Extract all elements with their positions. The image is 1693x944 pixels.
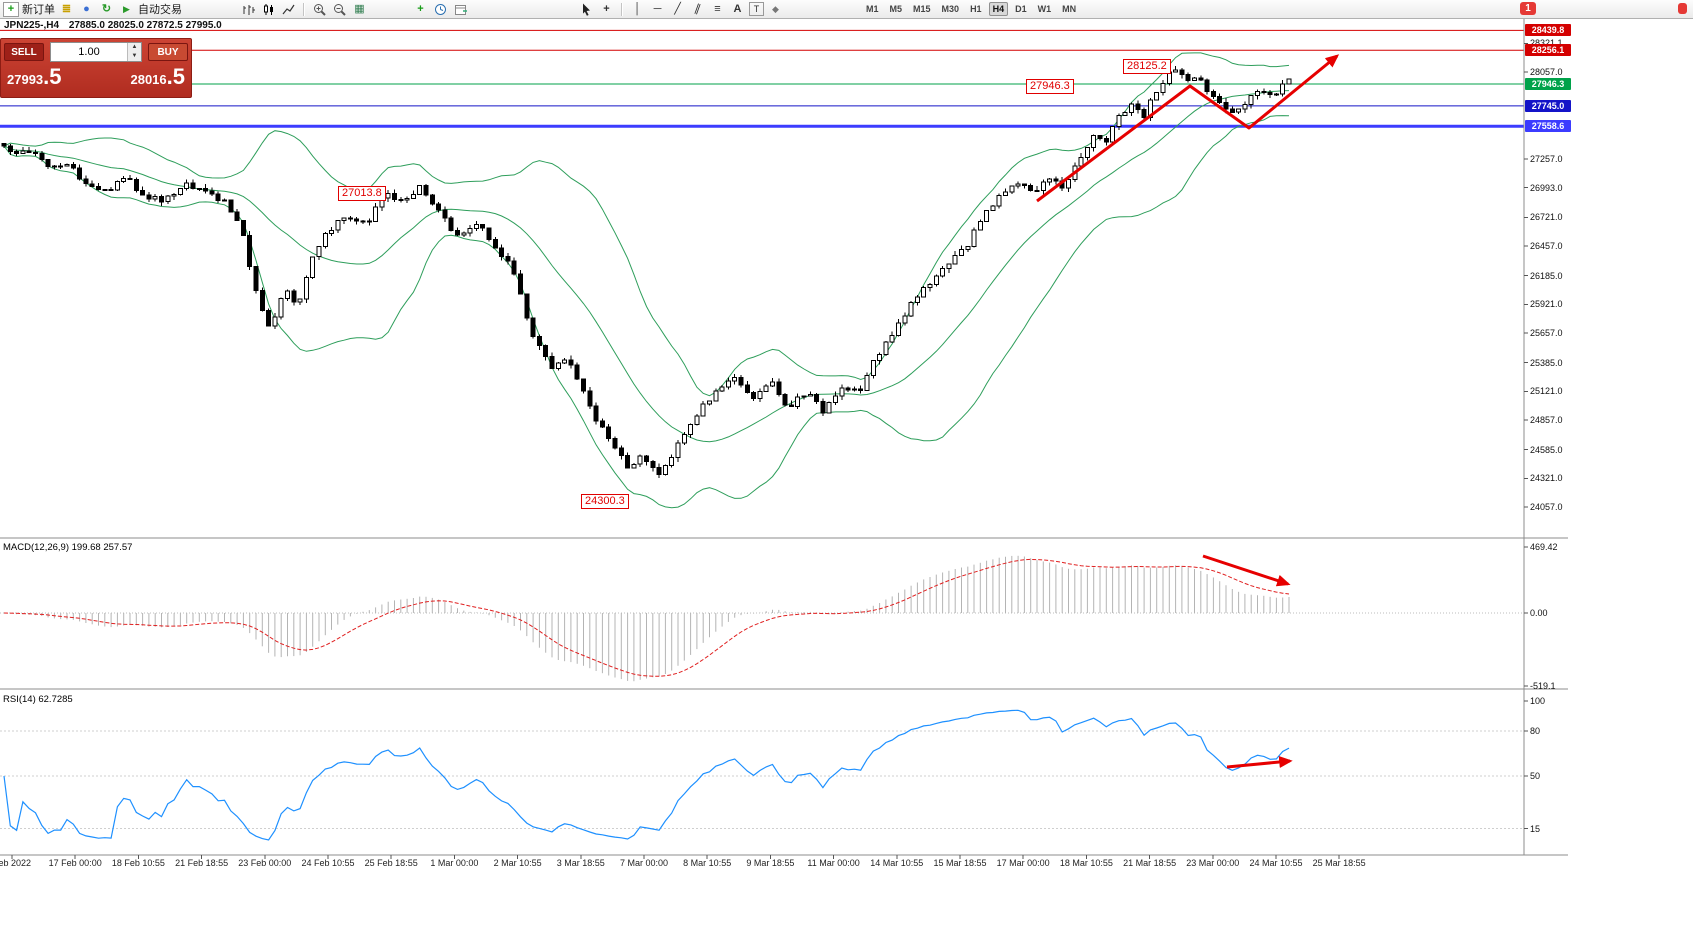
text-tool-icon[interactable]: A: [733, 3, 742, 15]
chart-symbol-period: JPN225-,H4: [4, 20, 60, 31]
price-annotation[interactable]: 28125.2: [1123, 59, 1171, 74]
trend-arrow-macd: [1202, 554, 1291, 587]
bar-chart-icon[interactable]: [240, 1, 257, 17]
trend-arrow-rsi: [1226, 756, 1293, 769]
crosshair-icon[interactable]: +: [603, 3, 610, 15]
chart-ohlc: 27885.0 28025.0 27872.5 27995.0: [68, 20, 222, 31]
line-chart-icon[interactable]: [280, 1, 297, 17]
macd-indicator: [0, 555, 1524, 682]
fibonacci-tool-icon[interactable]: ≡: [714, 3, 721, 15]
autotrade-label[interactable]: 自动交易: [138, 4, 182, 16]
volume-box: ▲ ▼: [50, 42, 142, 62]
axis-tick-marks: [11, 42, 1528, 859]
buy-button[interactable]: BUY: [148, 43, 188, 61]
zoom-out-icon[interactable]: [331, 1, 348, 17]
tile-windows-icon[interactable]: ▦: [354, 3, 365, 15]
price-annotation[interactable]: 27946.3: [1026, 79, 1074, 94]
chart-title: JPN225-,H4 27885.0 28025.0 27872.5 27995…: [4, 20, 222, 31]
notification-badge[interactable]: 1: [1520, 2, 1536, 15]
rsi-label: RSI(14) 62.7285: [3, 694, 73, 705]
channel-tool-icon[interactable]: ∥: [692, 2, 703, 16]
timeframe-button-m15[interactable]: M15: [913, 4, 931, 14]
timeframe-button-mn[interactable]: MN: [1062, 4, 1077, 14]
timeframe-toolbar: M1 M5 M15 M30 H1 H4 D1 W1 MN: [862, 0, 1080, 18]
volume-up-button[interactable]: ▲: [128, 43, 141, 52]
period-clock-icon[interactable]: [432, 1, 449, 17]
timeframe-button-h1[interactable]: H1: [970, 4, 982, 14]
alert-badge[interactable]: [1678, 3, 1687, 14]
macd-label: MACD(12,26,9) 199.68 257.57: [3, 542, 133, 553]
indicators-icon[interactable]: +: [417, 3, 424, 15]
timeframe-button-m1[interactable]: M1: [866, 4, 879, 14]
refresh-icon[interactable]: ↻: [101, 3, 112, 15]
candlestick-chart-icon[interactable]: [260, 1, 277, 17]
price-annotation[interactable]: 24300.3: [581, 494, 629, 509]
text-label-tool-icon[interactable]: T: [749, 2, 764, 16]
bollinger-bands: [3, 52, 1290, 509]
autotrade-icon[interactable]: ▶: [123, 4, 130, 14]
sell-price[interactable]: 27993.5: [7, 64, 62, 89]
timeframe-button-h4[interactable]: H4: [988, 2, 1009, 16]
one-click-trading-panel: SELL ▲ ▼ BUY 27993.5 28016.5: [0, 38, 192, 98]
profile-icon[interactable]: ●: [83, 3, 90, 15]
timeframe-button-m30[interactable]: M30: [941, 4, 960, 14]
rsi-indicator: [0, 709, 1524, 841]
new-order-label[interactable]: 新订单: [22, 4, 55, 16]
sell-button[interactable]: SELL: [4, 43, 44, 61]
timeframe-button-m5[interactable]: M5: [889, 4, 903, 14]
toolbar: + 新订单 ≣ ● ↻ ▶ 自动交易 ▦: [0, 0, 1693, 19]
trend-arrow-main: [1036, 54, 1340, 203]
buy-price[interactable]: 28016.5: [130, 64, 185, 89]
timeframe-button-d1[interactable]: D1: [1015, 4, 1027, 14]
horizontal-lines: [0, 29, 1524, 128]
horizontal-line-tool-icon[interactable]: ─: [653, 3, 662, 15]
pane-separators: [0, 18, 1568, 856]
trend-arrows: [1036, 54, 1340, 769]
cursor-icon[interactable]: [578, 1, 595, 17]
volume-input[interactable]: [51, 43, 127, 61]
price-annotation[interactable]: 27013.8: [338, 186, 386, 201]
zoom-in-icon[interactable]: [311, 1, 328, 17]
shapes-tool-icon[interactable]: ◆: [772, 4, 779, 14]
candles: [1, 65, 1292, 478]
new-order-icon[interactable]: +: [3, 1, 19, 17]
vertical-line-tool-icon[interactable]: │: [634, 3, 641, 15]
templates-icon[interactable]: [452, 1, 469, 17]
volume-down-button[interactable]: ▼: [128, 52, 141, 61]
market-watch-icon[interactable]: ≣: [61, 3, 72, 15]
trendline-tool-icon[interactable]: ╱: [674, 3, 681, 15]
timeframe-button-w1[interactable]: W1: [1037, 4, 1052, 14]
